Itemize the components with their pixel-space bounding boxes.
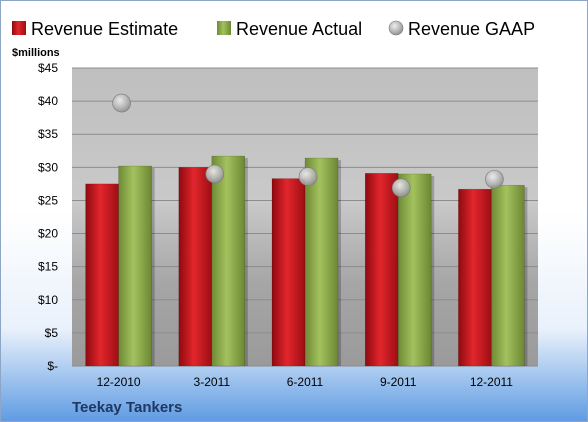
bars [85, 155, 528, 367]
bar-revenue-estimate [178, 167, 213, 367]
legend-label: Revenue Estimate [31, 19, 178, 39]
bar-revenue-actual [118, 165, 152, 367]
gaap-points [112, 93, 504, 198]
bar-revenue-actual [491, 184, 525, 367]
x-tick-label: 12-2010 [97, 375, 141, 389]
x-tick-label: 6-2011 [287, 375, 324, 389]
y-tick-label: $- [47, 359, 58, 373]
x-tick-label: 12-2011 [470, 375, 513, 389]
gaap-point [205, 164, 225, 184]
bar-revenue-estimate [85, 183, 119, 367]
y-axis-label: $millions [12, 47, 60, 59]
x-axis-ticks: 12-2010 3-2011 6-2011 9-2011 12-2011 [97, 375, 514, 389]
legend: Revenue Estimate Revenue Actual Revenue GA… [12, 19, 535, 39]
legend-swatch [388, 20, 404, 36]
gaap-point [485, 169, 504, 189]
y-tick-label: $5 [45, 326, 59, 340]
legend-label: Revenue GAAP [408, 19, 535, 39]
y-tick-label: $45 [38, 61, 58, 75]
y-axis-ticks: $- $5 $10 $15 $20 $25 $30 $35 $40 $45 [38, 61, 58, 373]
y-tick-label: $20 [38, 227, 58, 241]
y-tick-label: $35 [38, 127, 58, 141]
company-name: Teekay Tankers [72, 399, 182, 416]
legend-swatch [217, 21, 231, 35]
x-tick-label: 9-2011 [380, 375, 417, 389]
bar-revenue-estimate [364, 173, 399, 367]
gaap-point [298, 167, 318, 186]
y-tick-label: $30 [38, 160, 58, 174]
bar-revenue-actual [304, 157, 339, 367]
y-tick-label: $25 [38, 193, 58, 207]
gaap-point [112, 93, 131, 113]
legend-label: Revenue Actual [236, 19, 362, 39]
legend-swatch [12, 21, 26, 35]
gaap-point [391, 178, 411, 198]
bar-revenue-actual [397, 173, 432, 367]
x-tick-label: 3-2011 [194, 375, 231, 389]
y-tick-label: $10 [38, 293, 58, 307]
bar-revenue-estimate [458, 188, 492, 367]
y-tick-label: $15 [38, 260, 58, 274]
bar-revenue-actual [211, 155, 246, 367]
y-tick-label: $40 [38, 94, 58, 108]
bar-revenue-estimate [271, 178, 306, 367]
